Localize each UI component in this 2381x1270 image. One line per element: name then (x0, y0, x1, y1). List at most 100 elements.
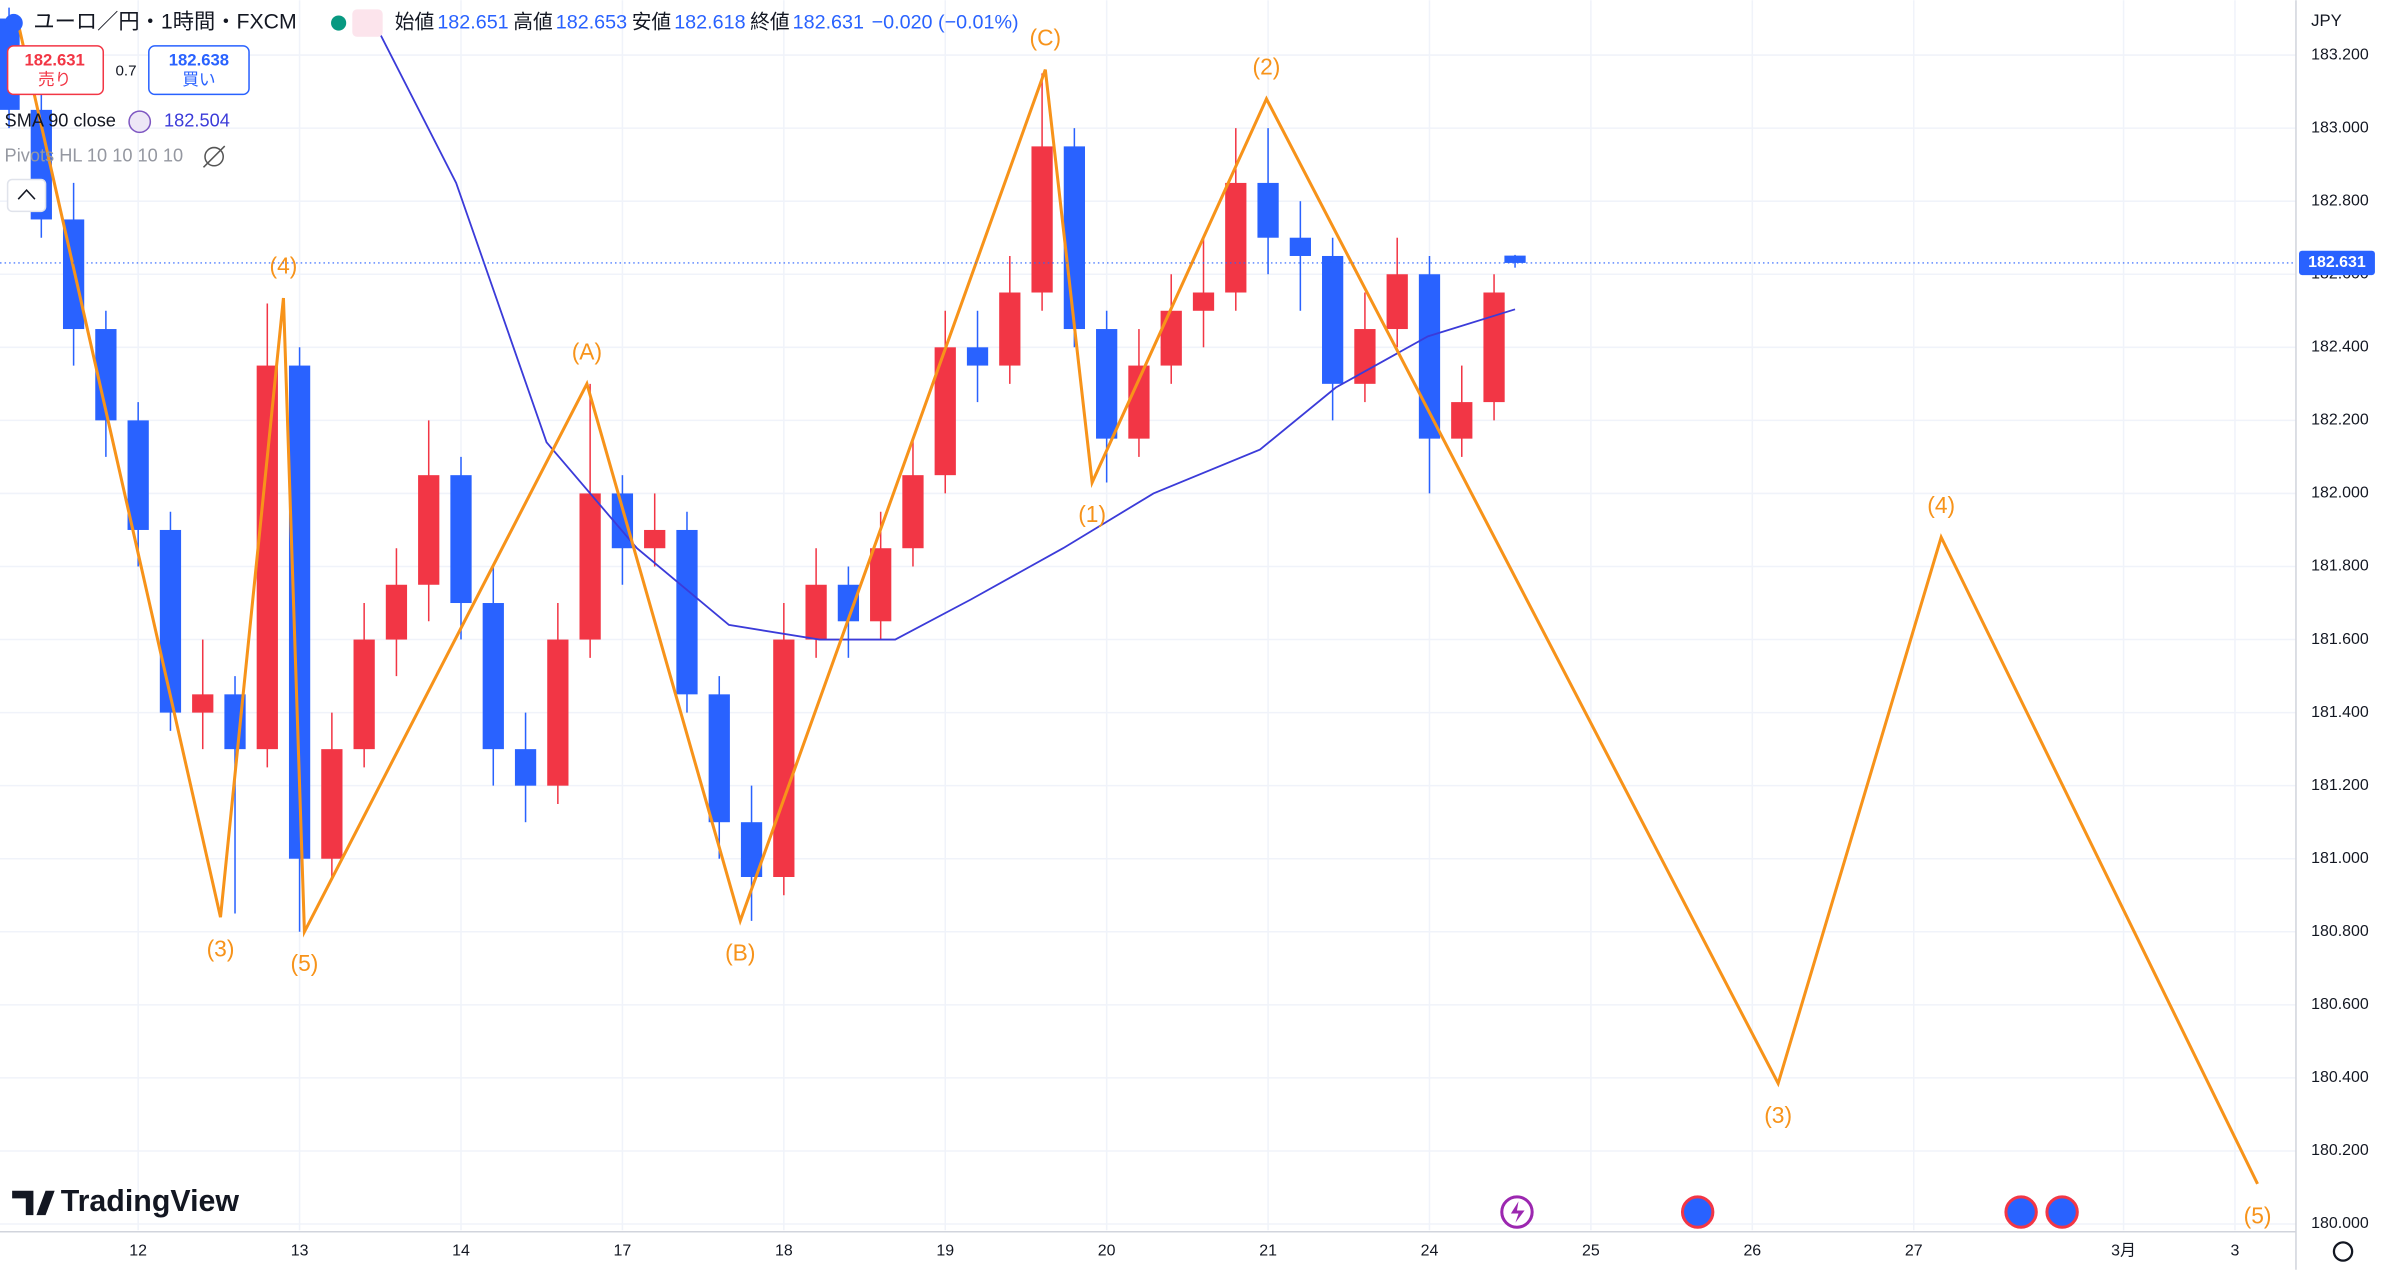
high-label: 高値 (513, 11, 552, 33)
x-tick-label: 27 (1905, 1243, 1923, 1260)
hidden-icon-slash (202, 145, 226, 168)
x-tick-label: 17 (614, 1243, 632, 1260)
candle-body (1354, 329, 1376, 384)
wave-label: (2) (1253, 54, 1281, 80)
candle-body (870, 548, 892, 622)
candle-body (127, 420, 149, 530)
price-tag-label: 182.631 (2308, 254, 2366, 271)
wave-label: (1) (1078, 501, 1106, 527)
candle-body (418, 475, 440, 585)
y-tick-label: 181.400 (2311, 704, 2369, 721)
candle-body (966, 347, 989, 366)
candle-body (288, 365, 311, 859)
event-icon-bolt (1510, 1201, 1525, 1223)
candle-body (999, 292, 1021, 366)
wave-label: (5) (2244, 1202, 2272, 1228)
wave-label: (3) (1764, 1102, 1792, 1128)
sma-icon[interactable] (128, 110, 152, 134)
x-tick-label: 14 (452, 1243, 470, 1260)
event-icon[interactable] (2004, 1195, 2038, 1229)
y-tick-label: 180.800 (2311, 923, 2369, 940)
x-tick-label: 26 (1743, 1243, 1761, 1260)
low-label: 安値 (632, 11, 671, 33)
price-tag (2299, 250, 2375, 276)
sma-line (371, 18, 1516, 641)
wave-label: (4) (1927, 492, 1955, 518)
pivots-legend[interactable]: Pivots HL 10 10 10 10 (5, 145, 184, 165)
y-tick-label: 183.000 (2311, 119, 2369, 136)
x-tick-label: 13 (291, 1243, 309, 1260)
candle-body (1128, 365, 1150, 439)
buy-button[interactable] (148, 45, 250, 96)
candle-body (740, 822, 763, 878)
candle-body (1418, 274, 1441, 439)
y-tick-label: 180.400 (2311, 1069, 2369, 1086)
open-value: 182.651 (437, 11, 508, 33)
candle-body (837, 584, 860, 622)
candle-body (1192, 292, 1215, 311)
data-status[interactable] (352, 9, 383, 37)
close-label: 終値 (750, 11, 789, 33)
y-tick-label: 180.200 (2311, 1142, 2369, 1159)
candle-body (1386, 274, 1408, 330)
wave-label: (4) (270, 253, 298, 279)
y-tick-label: 182.000 (2311, 485, 2369, 502)
spread: 0.7 (115, 63, 136, 80)
candle-body (676, 529, 698, 695)
x-tick-label: 24 (1421, 1243, 1439, 1260)
x-tick-label: 19 (936, 1243, 954, 1260)
symbol-icon[interactable] (4, 13, 23, 33)
y-tick-label: 182.200 (2311, 412, 2369, 429)
close-value: 182.631 (793, 11, 864, 33)
candle-body (1096, 329, 1118, 439)
candle-body (450, 475, 472, 604)
buy-label: 買い (182, 70, 215, 89)
wave-label: (A) (572, 338, 602, 364)
collapse-icon (17, 188, 36, 200)
event-icon[interactable] (1680, 1195, 1715, 1229)
candle-body (579, 493, 601, 640)
candle-body (321, 749, 343, 859)
sell-button[interactable] (6, 45, 105, 96)
candle-body (1483, 292, 1505, 403)
candle-body (547, 639, 569, 786)
candle-body (192, 694, 214, 713)
x-tick-label: 18 (775, 1243, 793, 1260)
high-value: 182.653 (556, 11, 627, 33)
settings-button[interactable] (2332, 1241, 2354, 1262)
wave-label: (3) (207, 936, 235, 962)
wave-label: (C) (1030, 24, 1062, 50)
collapse-button[interactable] (6, 178, 47, 213)
candle-body (95, 329, 117, 421)
candle-body (1504, 255, 1526, 263)
y-tick-label: 182.800 (2311, 192, 2369, 209)
symbol[interactable]: ユーロ／円・1時間・FXCM (33, 10, 296, 34)
sell-price: 182.631 (25, 50, 85, 69)
market-status[interactable] (331, 15, 347, 31)
currency[interactable]: JPY (2311, 11, 2342, 30)
y-tick-label: 182.400 (2311, 339, 2369, 356)
x-tick-label: 21 (1259, 1243, 1277, 1260)
candle-body (805, 584, 827, 640)
wave-label: (B) (725, 939, 755, 965)
candle-body (385, 584, 408, 640)
sma-legend[interactable]: SMA 90 close (5, 111, 116, 131)
candle-body (482, 603, 504, 750)
low-value: 182.618 (674, 11, 745, 33)
y-tick-label: 181.200 (2311, 777, 2369, 794)
x-tick-label: 3 (2231, 1243, 2240, 1260)
candle-body (644, 529, 666, 549)
candle-body (256, 365, 278, 750)
x-tick-label: 25 (1582, 1243, 1600, 1260)
candle-body (1322, 255, 1344, 384)
wave-label: (5) (291, 950, 319, 976)
candle-body (708, 694, 730, 823)
candle-body (1289, 237, 1311, 256)
buy-price: 182.638 (169, 50, 229, 69)
change: −0.020 (−0.01%) (872, 11, 1019, 33)
sma-value: 182.504 (164, 111, 230, 131)
hidden-icon[interactable] (204, 146, 224, 167)
event-icon[interactable] (2045, 1195, 2079, 1229)
